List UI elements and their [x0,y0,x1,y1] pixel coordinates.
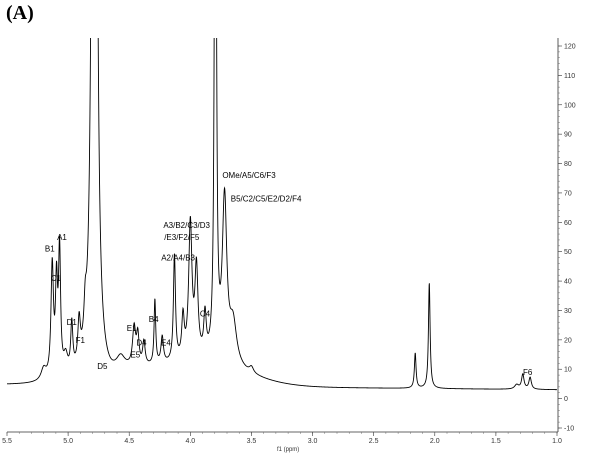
peak-label: C1 [51,274,62,283]
peak-label: A1 [57,233,67,242]
x-tick-label: 2.0 [430,438,440,445]
y-tick-label: 110 [564,73,575,80]
peak-label: C4 [200,309,211,318]
peak-label: B4 [149,315,159,324]
y-tick-label: 0 [564,396,568,403]
peak-label: F1 [76,336,86,345]
y-tick-label: 120 [564,44,576,51]
peak-label: D4 [136,339,147,348]
y-tick-label: 50 [564,249,572,256]
x-tick-label: 3.5 [247,438,257,445]
peak-label: A2/A4/B3 [161,254,195,263]
x-tick-label: 3.0 [308,438,318,445]
x-tick-label: 1.0 [552,438,562,445]
peak-label: E5 [130,350,140,359]
spectrum-line [6,38,558,391]
x-axis-title: f1 (ppm) [277,447,299,453]
y-tick-label: 40 [564,279,572,286]
panel-label: (A) [6,2,34,24]
y-tick-label: 20 [564,337,572,344]
peak-label: E1 [127,324,137,333]
y-tick-label: 60 [564,220,572,227]
y-tick-label: 30 [564,308,572,315]
y-tick-label: -10 [564,426,574,433]
peak-label: A3/B2/C3/D3 [163,221,210,230]
y-tick-label: 10 [564,367,572,374]
x-tick-label: 4.5 [124,438,134,445]
peak-label: B5/C2/C5/E2/D2/F4 [231,195,302,204]
x-tick-label: 1.5 [491,438,501,445]
axes: 5.5 5.0 4.5 4.0 3.5 3.0 2.5 2.0 1.5 1.0-10 0 10 20 30… [2,38,576,445]
y-tick-label: 80 [564,161,572,168]
y-tick-label: 100 [564,102,576,109]
x-tick-label: 4.0 [185,438,195,445]
peak-label: B1 [45,245,55,254]
peak-label: D5 [97,362,108,371]
x-tick-label: 5.0 [63,438,73,445]
y-tick-label: 90 [564,132,572,139]
peak-label: /E3/F2/F5 [164,233,200,242]
x-tick-label: 5.5 [2,438,12,445]
spectrum-group [6,38,558,391]
y-tick-label: 70 [564,190,572,197]
x-tick-label: 2.5 [369,438,379,445]
peak-label: F6 [523,368,533,377]
peak-label: OMe/A5/C6/F3 [222,171,276,180]
peak-label: E4 [161,339,171,348]
peak-label: D1 [67,318,78,327]
